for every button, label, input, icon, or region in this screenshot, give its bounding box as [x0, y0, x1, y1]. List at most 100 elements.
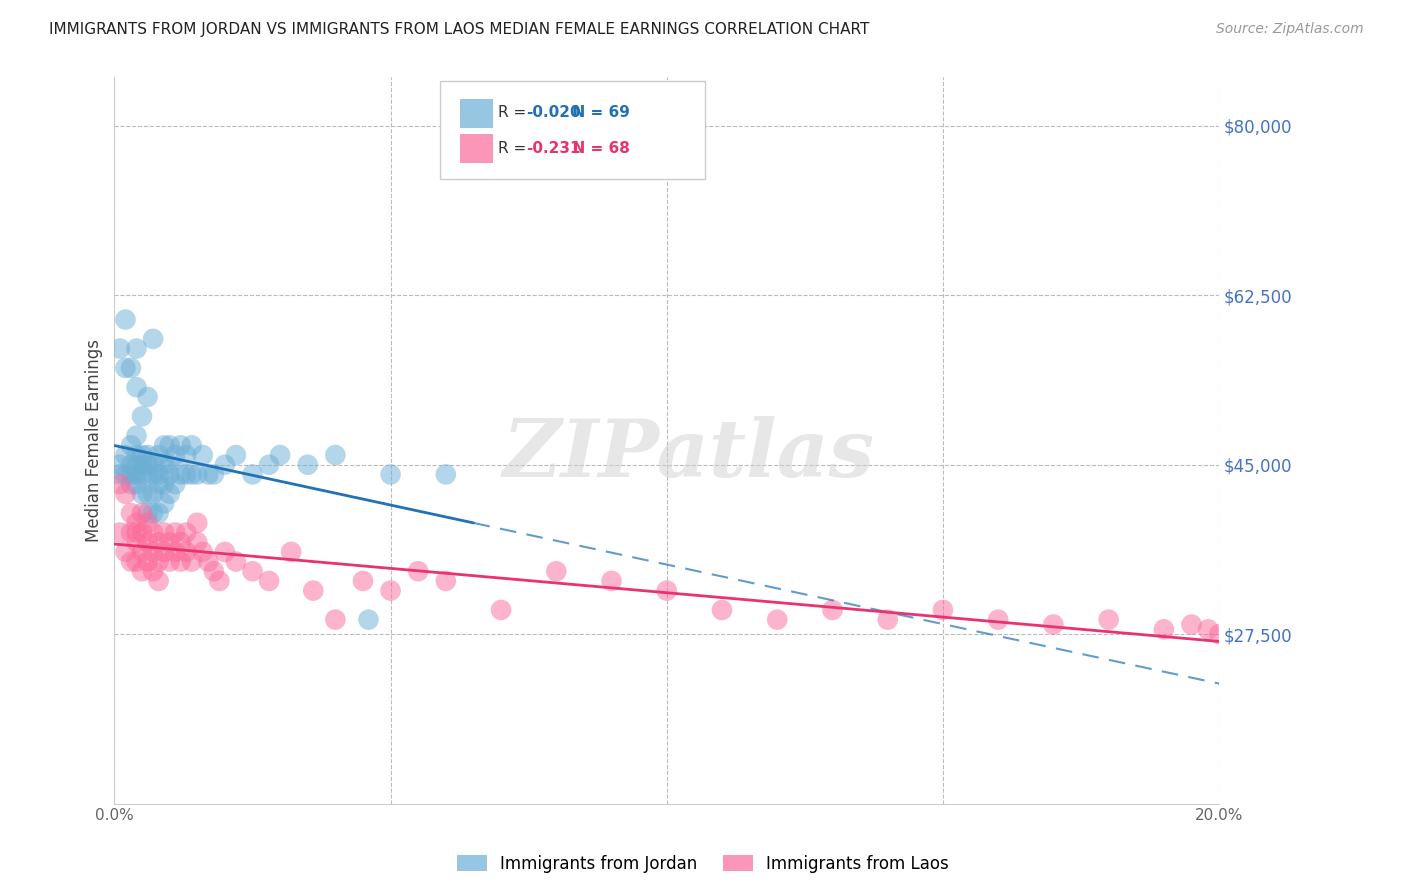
Point	[142, 487, 165, 501]
Point	[159, 458, 181, 472]
Text: N = 69: N = 69	[562, 104, 630, 120]
Point	[406, 564, 429, 578]
Point	[148, 506, 170, 520]
Point	[108, 467, 131, 482]
Point	[108, 477, 131, 491]
Point	[600, 574, 623, 588]
Point	[148, 535, 170, 549]
Point	[120, 438, 142, 452]
Point	[142, 564, 165, 578]
Point	[125, 555, 148, 569]
Point	[170, 555, 193, 569]
Point	[380, 467, 402, 482]
Point	[114, 545, 136, 559]
Point	[165, 525, 187, 540]
Point	[180, 467, 202, 482]
Point	[136, 535, 159, 549]
Point	[180, 438, 202, 452]
Point	[148, 448, 170, 462]
Point	[202, 467, 225, 482]
Point	[148, 467, 170, 482]
Point	[546, 564, 568, 578]
Point	[142, 332, 165, 346]
Point	[297, 458, 319, 472]
Point	[165, 448, 187, 462]
Point	[125, 535, 148, 549]
Text: R =: R =	[498, 104, 531, 120]
Point	[136, 555, 159, 569]
Point	[257, 458, 280, 472]
Point	[1208, 627, 1230, 641]
Point	[125, 477, 148, 491]
Point	[125, 525, 148, 540]
Point	[159, 487, 181, 501]
Point	[159, 555, 181, 569]
Point	[131, 448, 153, 462]
Text: -0.020: -0.020	[526, 104, 581, 120]
Point	[186, 516, 208, 530]
Point	[131, 506, 153, 520]
Point	[131, 545, 153, 559]
Point	[153, 525, 176, 540]
Point	[165, 545, 187, 559]
Point	[136, 487, 159, 501]
Point	[120, 555, 142, 569]
Point	[280, 545, 302, 559]
Point	[153, 496, 176, 510]
Text: Source: ZipAtlas.com: Source: ZipAtlas.com	[1216, 22, 1364, 37]
Point	[257, 574, 280, 588]
Point	[131, 525, 153, 540]
Point	[159, 467, 181, 482]
Point	[153, 477, 176, 491]
Point	[987, 613, 1010, 627]
Point	[1097, 613, 1119, 627]
Point	[242, 564, 264, 578]
Point	[380, 583, 402, 598]
Point	[197, 555, 219, 569]
Point	[1180, 617, 1202, 632]
Text: N = 68: N = 68	[562, 141, 630, 156]
Point	[148, 574, 170, 588]
Point	[170, 535, 193, 549]
Point	[325, 448, 347, 462]
Point	[352, 574, 374, 588]
Point	[1153, 623, 1175, 637]
Point	[711, 603, 734, 617]
Point	[357, 613, 380, 627]
Point	[766, 613, 789, 627]
Point	[170, 467, 193, 482]
Point	[131, 487, 153, 501]
Point	[186, 535, 208, 549]
Point	[125, 342, 148, 356]
Point	[120, 477, 142, 491]
Text: IMMIGRANTS FROM JORDAN VS IMMIGRANTS FROM LAOS MEDIAN FEMALE EARNINGS CORRELATIO: IMMIGRANTS FROM JORDAN VS IMMIGRANTS FRO…	[49, 22, 869, 37]
Point	[489, 603, 512, 617]
Point	[120, 525, 142, 540]
Point	[125, 380, 148, 394]
Point	[114, 360, 136, 375]
Point	[191, 448, 214, 462]
Point	[136, 467, 159, 482]
Text: -0.231: -0.231	[526, 141, 581, 156]
Point	[1197, 623, 1219, 637]
Point	[170, 438, 193, 452]
Point	[125, 448, 148, 462]
Point	[186, 467, 208, 482]
Point	[142, 506, 165, 520]
Point	[131, 467, 153, 482]
Y-axis label: Median Female Earnings: Median Female Earnings	[86, 339, 103, 542]
Point	[821, 603, 844, 617]
Point	[114, 448, 136, 462]
Point	[269, 448, 291, 462]
Point	[136, 506, 159, 520]
Point	[1042, 617, 1064, 632]
Point	[325, 613, 347, 627]
Point	[225, 555, 247, 569]
Point	[114, 467, 136, 482]
Point	[148, 555, 170, 569]
FancyBboxPatch shape	[460, 134, 494, 163]
Point	[153, 545, 176, 559]
Point	[120, 506, 142, 520]
Point	[159, 438, 181, 452]
Point	[242, 467, 264, 482]
